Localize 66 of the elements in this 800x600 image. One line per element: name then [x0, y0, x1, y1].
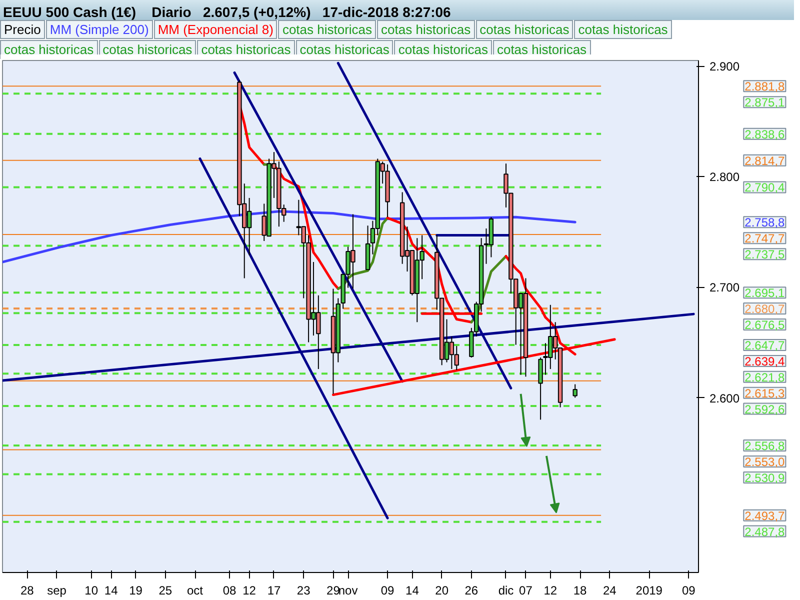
ref-line-label: 2.530,9 — [744, 470, 786, 485]
x-tick-label: 2019 — [636, 584, 663, 598]
text: 2.639,4 — [744, 354, 786, 368]
ref-line-label: 2.881,8 — [744, 80, 786, 94]
x-tick-label: 09 — [380, 584, 395, 598]
chart-title: EEUU 500 Cash (1€) Diario 2.607,5 (+0,12%) 17-dic-2018 8:27:06 — [3, 4, 451, 20]
text: cotas historicas — [0, 40, 98, 59]
ref-line-label: 2.556,8 — [744, 439, 786, 454]
x-tick-label: 19 — [129, 584, 143, 598]
x-tick-label: 28 — [20, 584, 34, 598]
ref-line-label: 2.615,3 — [744, 386, 786, 400]
y-tick-label: 2.800 — [710, 170, 740, 184]
ref-line-label: 2.875,1 — [744, 96, 786, 110]
candlestick — [572, 384, 578, 398]
x-tick-label: 08 — [222, 584, 237, 598]
ref-line-label: 2.487,8 — [744, 524, 786, 539]
text: cotas historicas — [492, 40, 591, 59]
text: cotas historicas — [377, 20, 475, 39]
x-tick-label: nov — [338, 584, 358, 598]
y-tick-label: 2.700 — [710, 280, 740, 295]
ref-line-label: 2.747,7 — [744, 232, 786, 246]
x-tick-label: 26 — [464, 584, 478, 598]
x-tick-label: 23 — [296, 584, 311, 598]
y-tick-label: 2.600 — [710, 391, 740, 406]
ref-line-label: 2.680,7 — [744, 302, 786, 316]
ref-line-label: 2.621,8 — [744, 370, 786, 384]
x-tick-label: sep — [47, 584, 67, 598]
candlestick — [538, 357, 543, 420]
ref-line-label: 2.838,6 — [744, 127, 786, 142]
ref-line-label: 2.790,4 — [744, 180, 786, 195]
text: cotas historicas — [394, 40, 492, 59]
text: cotas historicas — [574, 20, 672, 39]
x-tick-label: 17 — [267, 584, 281, 598]
ref-line-label: 2.814,7 — [744, 154, 786, 168]
text: 2.758,8 — [744, 216, 786, 230]
x-tick-label: 07 — [519, 584, 533, 598]
text: Precio — [0, 20, 45, 39]
x-tick-label: 18 — [573, 584, 588, 598]
text: MM (Exponencial 8) — [154, 20, 278, 39]
x-tick-label: dic — [498, 584, 514, 598]
x-tick-label: 14 — [406, 584, 420, 598]
x-tick-label: 29 — [326, 584, 340, 598]
text: cotas historicas — [98, 40, 196, 59]
ref-line-label: 2.647,7 — [744, 338, 786, 353]
ref-line-label: 2.676,5 — [744, 318, 786, 332]
text: MM (Simple 200) — [46, 20, 153, 39]
x-tick-label: 24 — [602, 584, 617, 598]
x-tick-label: oct — [187, 584, 204, 598]
x-tick-label: 12 — [242, 584, 256, 598]
x-tick-label: 14 — [104, 584, 118, 598]
ref-line-label: 2.592,6 — [744, 402, 786, 416]
x-tick-label: 25 — [158, 584, 172, 598]
text: cotas historicas — [278, 20, 376, 39]
ref-line-label: 2.737,5 — [744, 248, 786, 262]
text: cotas historicas — [476, 20, 574, 39]
ref-line-label: 2.493,7 — [744, 508, 786, 523]
x-tick-label: 12 — [544, 584, 558, 598]
line-series — [2, 210, 576, 264]
x-tick-label: 20 — [435, 584, 449, 598]
y-tick-label: 2.900 — [710, 60, 740, 74]
ref-line-label: 2.695,1 — [744, 286, 786, 300]
text: cotas historicas — [296, 40, 394, 59]
text: cotas historicas — [197, 40, 295, 59]
x-tick-label: 09 — [682, 584, 696, 598]
ref-line-label: 2.553,0 — [744, 455, 786, 470]
x-tick-label: 10 — [84, 584, 98, 598]
